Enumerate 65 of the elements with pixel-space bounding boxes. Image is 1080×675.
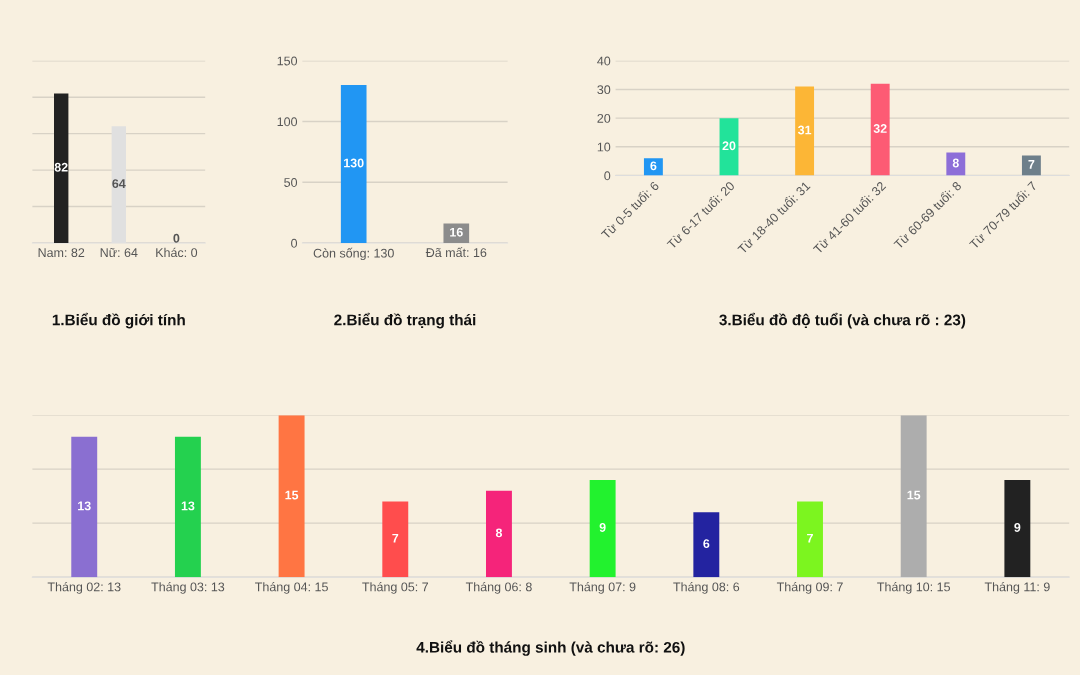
x-tick-label: Từ 0-5 tuổi: 6: [599, 180, 660, 240]
text: 4.Biểu đồ tháng sinh (và chưa rõ: 26): [416, 640, 685, 656]
data-label: 9: [599, 523, 606, 532]
x-tick-label: Tháng 02: 13: [47, 581, 121, 594]
data-label: 31: [797, 125, 812, 135]
data-label: 6: [703, 539, 710, 549]
data-label: 7: [807, 533, 813, 543]
data-label: 13: [78, 501, 91, 511]
data-label: 7: [1028, 160, 1035, 169]
bar: [71, 436, 98, 578]
x-tick-label: Tháng 08: 6: [673, 581, 740, 594]
data-label: 82: [54, 162, 68, 172]
bar: [174, 436, 201, 578]
x-tick-label: Tháng 05: 7: [362, 581, 429, 594]
text: 3.Biểu đồ độ tuổi (và chưa rõ : 23): [719, 312, 966, 329]
y-tick-label: 100: [277, 117, 298, 127]
data-label: 64: [112, 179, 126, 189]
bar: [1004, 479, 1031, 578]
x-tick-label: Tháng 03: 13: [151, 581, 225, 594]
y-tick-label: 30: [597, 85, 611, 95]
data-label: 16: [450, 227, 463, 237]
data-label: 15: [907, 490, 921, 500]
bar: [797, 501, 823, 578]
bar: [589, 479, 616, 578]
x-tick-label: Đã mất: 16: [425, 247, 487, 258]
x-tick-label: Khác: 0: [156, 247, 198, 258]
data-label: 9: [1014, 523, 1021, 532]
data-label: 8: [952, 158, 959, 168]
bar: [795, 86, 815, 176]
bar: [1021, 155, 1041, 176]
data-label: 0: [173, 233, 180, 243]
y-tick-label: 10: [597, 142, 611, 152]
data-label: 15: [285, 490, 299, 500]
data-label: 20: [722, 141, 736, 151]
bar: [486, 490, 512, 578]
y-tick-label: 150: [277, 56, 298, 66]
text: 1.Biểu đồ giới tính: [52, 312, 185, 329]
x-tick-label: Tháng 04: 15: [255, 581, 328, 594]
bar: [278, 415, 305, 578]
data-label: 32: [873, 124, 887, 133]
data-label: 13: [181, 501, 195, 511]
y-tick-label: 20: [597, 113, 611, 123]
y-tick-label: 40: [597, 56, 611, 66]
data-label: 6: [650, 161, 657, 171]
x-tick-label: Nữ: 64: [100, 247, 138, 258]
bar: [693, 512, 720, 578]
bar: [900, 415, 927, 578]
bar: [643, 158, 663, 176]
bar: [382, 501, 409, 578]
data-label: 8: [495, 528, 503, 538]
bar: [870, 83, 890, 176]
x-tick-label: Tháng 11: 9: [984, 581, 1050, 594]
x-tick-label: Tháng 10: 15: [877, 581, 950, 594]
x-tick-label: Tháng 06: 8: [465, 581, 532, 594]
x-tick-label: Tháng 07: 9: [569, 581, 636, 594]
text: 2.Biểu đồ trạng thái: [334, 312, 476, 329]
data-label: 7: [392, 533, 399, 543]
y-tick-label: 0: [604, 171, 611, 181]
x-tick-label: Tháng 09: 7: [776, 581, 843, 594]
x-tick-label: Nam: 82: [38, 248, 85, 258]
bar: [719, 118, 739, 176]
data-label: 130: [344, 158, 364, 168]
y-tick-label: 50: [284, 178, 298, 187]
y-tick-label: 0: [291, 238, 298, 248]
x-tick-label: Còn sống: 130: [313, 247, 394, 261]
